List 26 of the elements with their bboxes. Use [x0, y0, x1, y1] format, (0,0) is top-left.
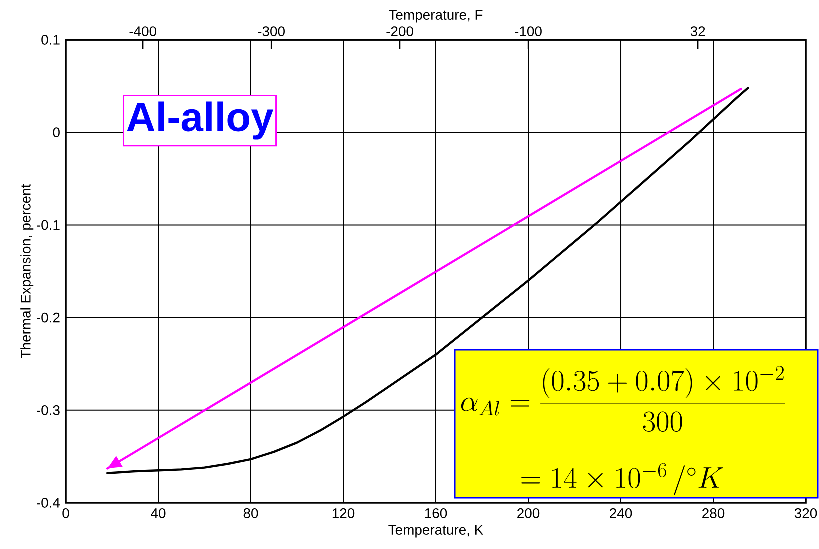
y-tick-label: -0.2	[37, 312, 60, 323]
y-tick-label: 0	[53, 128, 60, 138]
x-tick-label: 120	[332, 508, 355, 518]
x-tick-label: 80	[244, 508, 258, 518]
x-tick-label: 0	[62, 508, 70, 518]
annotation: $\alpha_{Al}=\frac{(0.35+0.07)\times10^{-2}}{300}$	[461, 366, 786, 432]
x-tick-label: 240	[610, 508, 632, 518]
x-tick-label: 160	[425, 508, 448, 518]
y-tick-label: 0.1	[42, 35, 60, 45]
y-tick-label: -0.3	[37, 405, 60, 416]
x-axis-title: Temperature, K	[388, 525, 484, 538]
x-tick-label: 200	[518, 508, 540, 518]
annotation: $=14\times10^{-6}\,/{}^{\circ}K$	[522, 463, 724, 496]
x2-axis-title: Temperature, F	[389, 10, 483, 23]
x2-tick-label: -200	[386, 26, 414, 36]
y-axis-title: Thermal Expansion, percent	[20, 184, 34, 358]
x-tick-label: 320	[794, 508, 818, 518]
x2-tick-label: -400	[130, 26, 156, 36]
x2-tick-label: -100	[515, 26, 542, 36]
y-tick-label: -0.4	[37, 498, 60, 508]
x2-tick-label: -300	[258, 26, 285, 36]
x-tick-label: 40	[151, 508, 166, 518]
annotation: Al-alloy	[127, 102, 274, 140]
x2-tick-label: 32	[690, 26, 706, 36]
y-tick-label: -0.1	[37, 220, 60, 230]
x-tick-label: 280	[702, 508, 725, 518]
